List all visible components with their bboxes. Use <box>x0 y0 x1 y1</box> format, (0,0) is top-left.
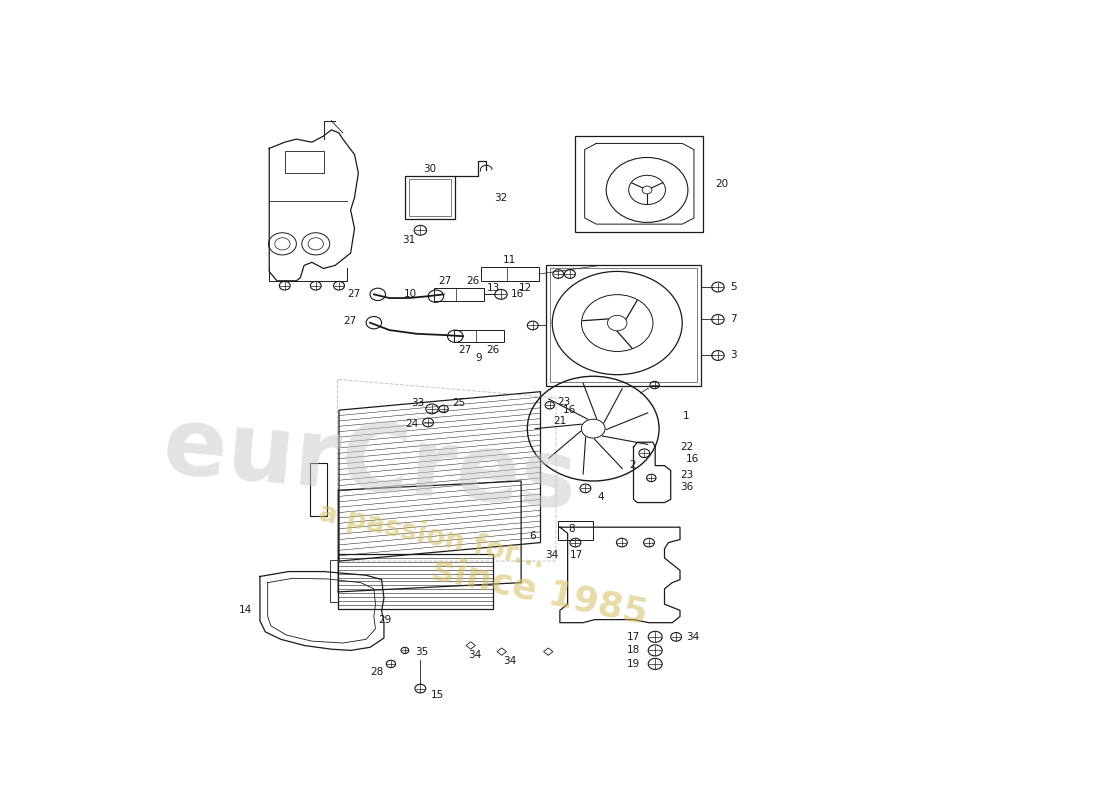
Text: since 1985: since 1985 <box>430 553 651 631</box>
Text: 34: 34 <box>686 632 700 642</box>
Text: 27: 27 <box>459 345 472 354</box>
Bar <box>559 521 593 539</box>
Text: 27: 27 <box>348 290 361 299</box>
Text: 6: 6 <box>529 531 536 542</box>
Bar <box>453 330 504 342</box>
Text: 14: 14 <box>239 606 252 615</box>
Text: 18: 18 <box>627 646 640 655</box>
Text: 13: 13 <box>487 283 500 293</box>
Text: 2: 2 <box>629 460 636 470</box>
Text: 16: 16 <box>686 454 700 465</box>
Bar <box>575 136 703 231</box>
Text: 26: 26 <box>486 345 499 354</box>
Text: 10: 10 <box>404 290 417 299</box>
Text: 12: 12 <box>519 283 532 293</box>
Bar <box>550 269 697 382</box>
Text: 36: 36 <box>680 482 693 492</box>
Text: 9: 9 <box>475 353 482 363</box>
Text: 34: 34 <box>546 550 559 560</box>
Text: 23: 23 <box>680 470 693 480</box>
Text: 31: 31 <box>403 234 416 245</box>
Bar <box>405 176 455 219</box>
Bar <box>338 554 493 609</box>
Bar <box>409 179 451 216</box>
Text: 27: 27 <box>438 276 451 286</box>
Text: 5: 5 <box>730 282 737 292</box>
Text: 21: 21 <box>553 416 566 426</box>
Text: 15: 15 <box>430 690 443 700</box>
Text: 3: 3 <box>730 350 737 361</box>
Text: 11: 11 <box>504 255 517 265</box>
Text: 16: 16 <box>563 405 576 415</box>
Text: 35: 35 <box>415 646 428 657</box>
Bar <box>546 266 701 386</box>
Text: eurCres: eurCres <box>160 402 581 530</box>
Text: 8: 8 <box>569 524 575 534</box>
Bar <box>330 561 338 602</box>
Text: 20: 20 <box>715 178 728 189</box>
Text: 23: 23 <box>557 397 570 406</box>
Text: 24: 24 <box>405 418 418 429</box>
Text: 17: 17 <box>627 632 640 642</box>
Text: 17: 17 <box>570 550 583 560</box>
Text: 27: 27 <box>343 317 356 326</box>
Bar <box>433 288 484 301</box>
Text: 33: 33 <box>411 398 425 408</box>
Text: 4: 4 <box>597 492 604 502</box>
Text: 30: 30 <box>424 164 437 174</box>
Text: 34: 34 <box>503 656 516 666</box>
Text: 1: 1 <box>682 411 689 422</box>
Text: 22: 22 <box>680 442 693 452</box>
Bar <box>310 463 328 516</box>
Text: 28: 28 <box>371 667 384 677</box>
Text: 7: 7 <box>730 314 737 325</box>
Text: 26: 26 <box>466 276 480 286</box>
Bar <box>481 267 539 281</box>
Text: 32: 32 <box>494 193 507 202</box>
Text: 25: 25 <box>452 398 465 408</box>
Text: 19: 19 <box>627 659 640 669</box>
Bar <box>285 151 323 173</box>
Text: 16: 16 <box>512 290 525 299</box>
Text: 29: 29 <box>378 614 392 625</box>
Text: a passion for...: a passion for... <box>316 498 548 574</box>
Text: 34: 34 <box>468 650 482 660</box>
